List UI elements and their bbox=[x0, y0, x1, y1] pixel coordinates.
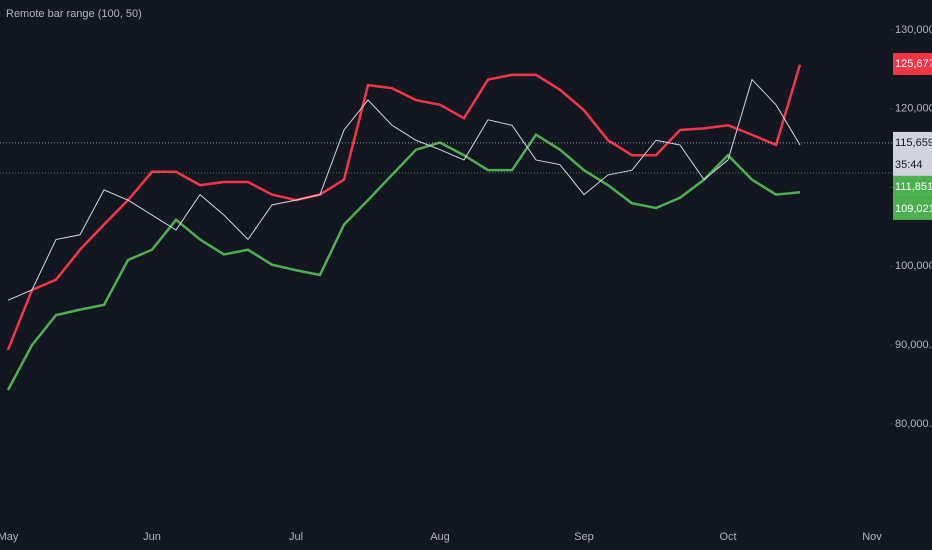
price-label: 115,659.6 bbox=[895, 137, 932, 149]
price-label: 125,677.3 bbox=[895, 58, 932, 70]
y-tick-label: 130,000.0 bbox=[895, 24, 932, 36]
x-tick-label: Jul bbox=[289, 531, 303, 543]
price-label: 111,851.1 bbox=[895, 181, 932, 193]
y-tick-label: 120,000.0 bbox=[895, 103, 932, 115]
x-tick-label: Aug bbox=[430, 531, 450, 543]
x-tick-label: May bbox=[0, 531, 19, 543]
x-tick-label: Oct bbox=[719, 531, 736, 543]
price-label-box bbox=[893, 197, 932, 220]
x-tick-label: Nov bbox=[862, 531, 882, 543]
series-line bbox=[7, 78, 801, 301]
series-line bbox=[6, 133, 801, 391]
y-tick-label: 90,000.0 bbox=[895, 339, 932, 351]
price-label-box bbox=[893, 175, 932, 198]
price-label: 109,021.9 bbox=[895, 203, 932, 215]
countdown: 35:44 bbox=[895, 159, 923, 171]
x-tick-label: Sep bbox=[574, 531, 594, 543]
chart-title: Remote bar range (100, 50) bbox=[6, 8, 142, 20]
y-tick-label: 80,000.0 bbox=[895, 418, 932, 430]
price-label-box bbox=[893, 52, 932, 75]
price-label-box bbox=[893, 131, 932, 176]
x-tick-label: Jun bbox=[143, 531, 161, 543]
y-tick-label: 100,000.0 bbox=[895, 260, 932, 272]
